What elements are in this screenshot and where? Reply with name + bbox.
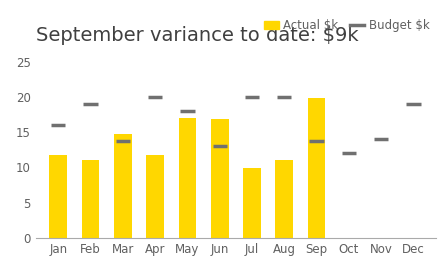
Bar — [49, 155, 67, 238]
Bar — [114, 134, 132, 238]
Text: September variance to date: $9k: September variance to date: $9k — [36, 26, 358, 45]
Legend: Actual $k, Budget $k: Actual $k, Budget $k — [260, 14, 435, 37]
Bar — [307, 98, 325, 238]
Bar — [243, 168, 261, 238]
Bar — [275, 160, 293, 238]
Bar — [211, 120, 229, 238]
Bar — [178, 118, 196, 238]
Bar — [146, 155, 164, 238]
Bar — [81, 160, 99, 238]
